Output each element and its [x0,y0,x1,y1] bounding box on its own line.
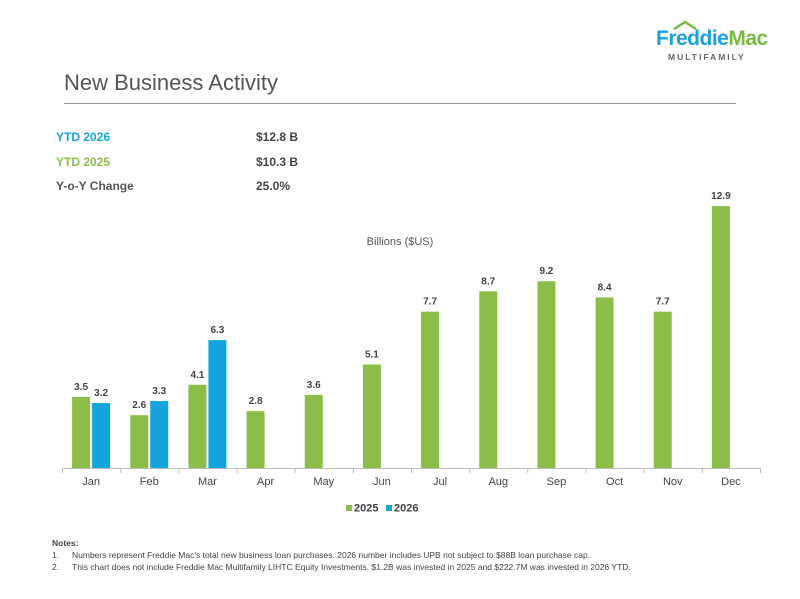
notes: Notes: 1. Numbers represent Freddie Mac's… [52,537,631,573]
bar-2025-Oct [595,297,614,468]
legend-label-2025: 2025 [354,503,378,515]
legend-swatch-2025 [346,505,352,511]
kpi-value-ytd-2026: $12.8 B [256,130,299,144]
data-label: 7.7 [423,297,437,308]
logo-subtitle: MULTIFAMILY [668,52,746,62]
bar-2025-Nov [653,311,672,468]
bar-2025-Sep [537,281,556,468]
data-label: 3.5 [74,382,88,393]
x-tick-label: Dec [721,476,741,488]
x-tick-label: Nov [663,476,683,488]
bar-2026-Mar [208,340,227,468]
bar-2025-May [304,394,323,468]
data-label: 3.2 [94,388,108,399]
data-label: 2.8 [249,396,263,407]
kpi-value-yoy: 25.0% [256,179,291,193]
data-label: 3.6 [307,380,321,391]
data-label: 8.7 [481,276,495,287]
x-tick-label: Apr [257,476,274,488]
note-1: 1. Numbers represent Freddie Mac's total … [52,550,591,560]
bar-2025-Jul [421,311,440,468]
logo-roof-icon [673,20,697,30]
page-title: New Business Activity [64,70,278,95]
x-tick-label: May [313,476,334,488]
legend-swatch-2026 [386,505,392,511]
x-tick-label: Jan [82,476,100,488]
x-tick-label: Jun [373,476,391,488]
kpi-value-ytd-2025: $10.3 B [256,155,299,169]
data-label: 9.2 [539,266,553,277]
chart-title: Billions ($US) [366,236,434,248]
x-tick-label: Oct [606,476,623,488]
kpi-label-ytd-2025: YTD 2025 [56,155,111,169]
legend-label-2026: 2026 [394,503,418,515]
data-label: 8.4 [598,282,612,293]
x-tick-label: Jul [433,476,447,488]
bar-2025-Apr [246,411,265,468]
x-tick-label: Mar [198,476,217,488]
bar-2026-Jan [92,403,111,468]
kpi-label-ytd-2026: YTD 2026 [56,130,111,144]
bar-2026-Feb [150,401,169,468]
x-tick-label: Aug [488,476,508,488]
logo: FreddieMac [656,27,768,50]
data-label: 2.6 [132,400,146,411]
data-label: 6.3 [210,325,224,336]
bar-2025-Jan [72,396,91,468]
note-2: 2. This chart does not include Freddie Ma… [52,562,631,572]
bar-2025-Jun [362,364,381,468]
x-tick-label: Feb [140,476,159,488]
bar-2025-Feb [130,415,149,468]
bar-2025-Mar [188,384,207,468]
data-label: 3.3 [152,386,166,397]
bar-2025-Aug [479,291,498,468]
data-label: 5.1 [365,349,379,360]
title-divider [64,103,736,104]
kpi-label-yoy: Y-o-Y Change [56,179,134,193]
bar-2025-Dec [711,206,730,468]
notes-heading: Notes: [52,538,79,548]
data-label: 4.1 [190,370,204,381]
x-tick-label: Sep [547,476,567,488]
data-label: 7.7 [656,297,670,308]
bar-chart: Jan 3.5 3.2 Feb 2.6 3.3 Mar 4.1 6.3 Apr 2.8 May 3.6 J… [62,191,761,515]
data-label: 12.9 [711,191,731,202]
